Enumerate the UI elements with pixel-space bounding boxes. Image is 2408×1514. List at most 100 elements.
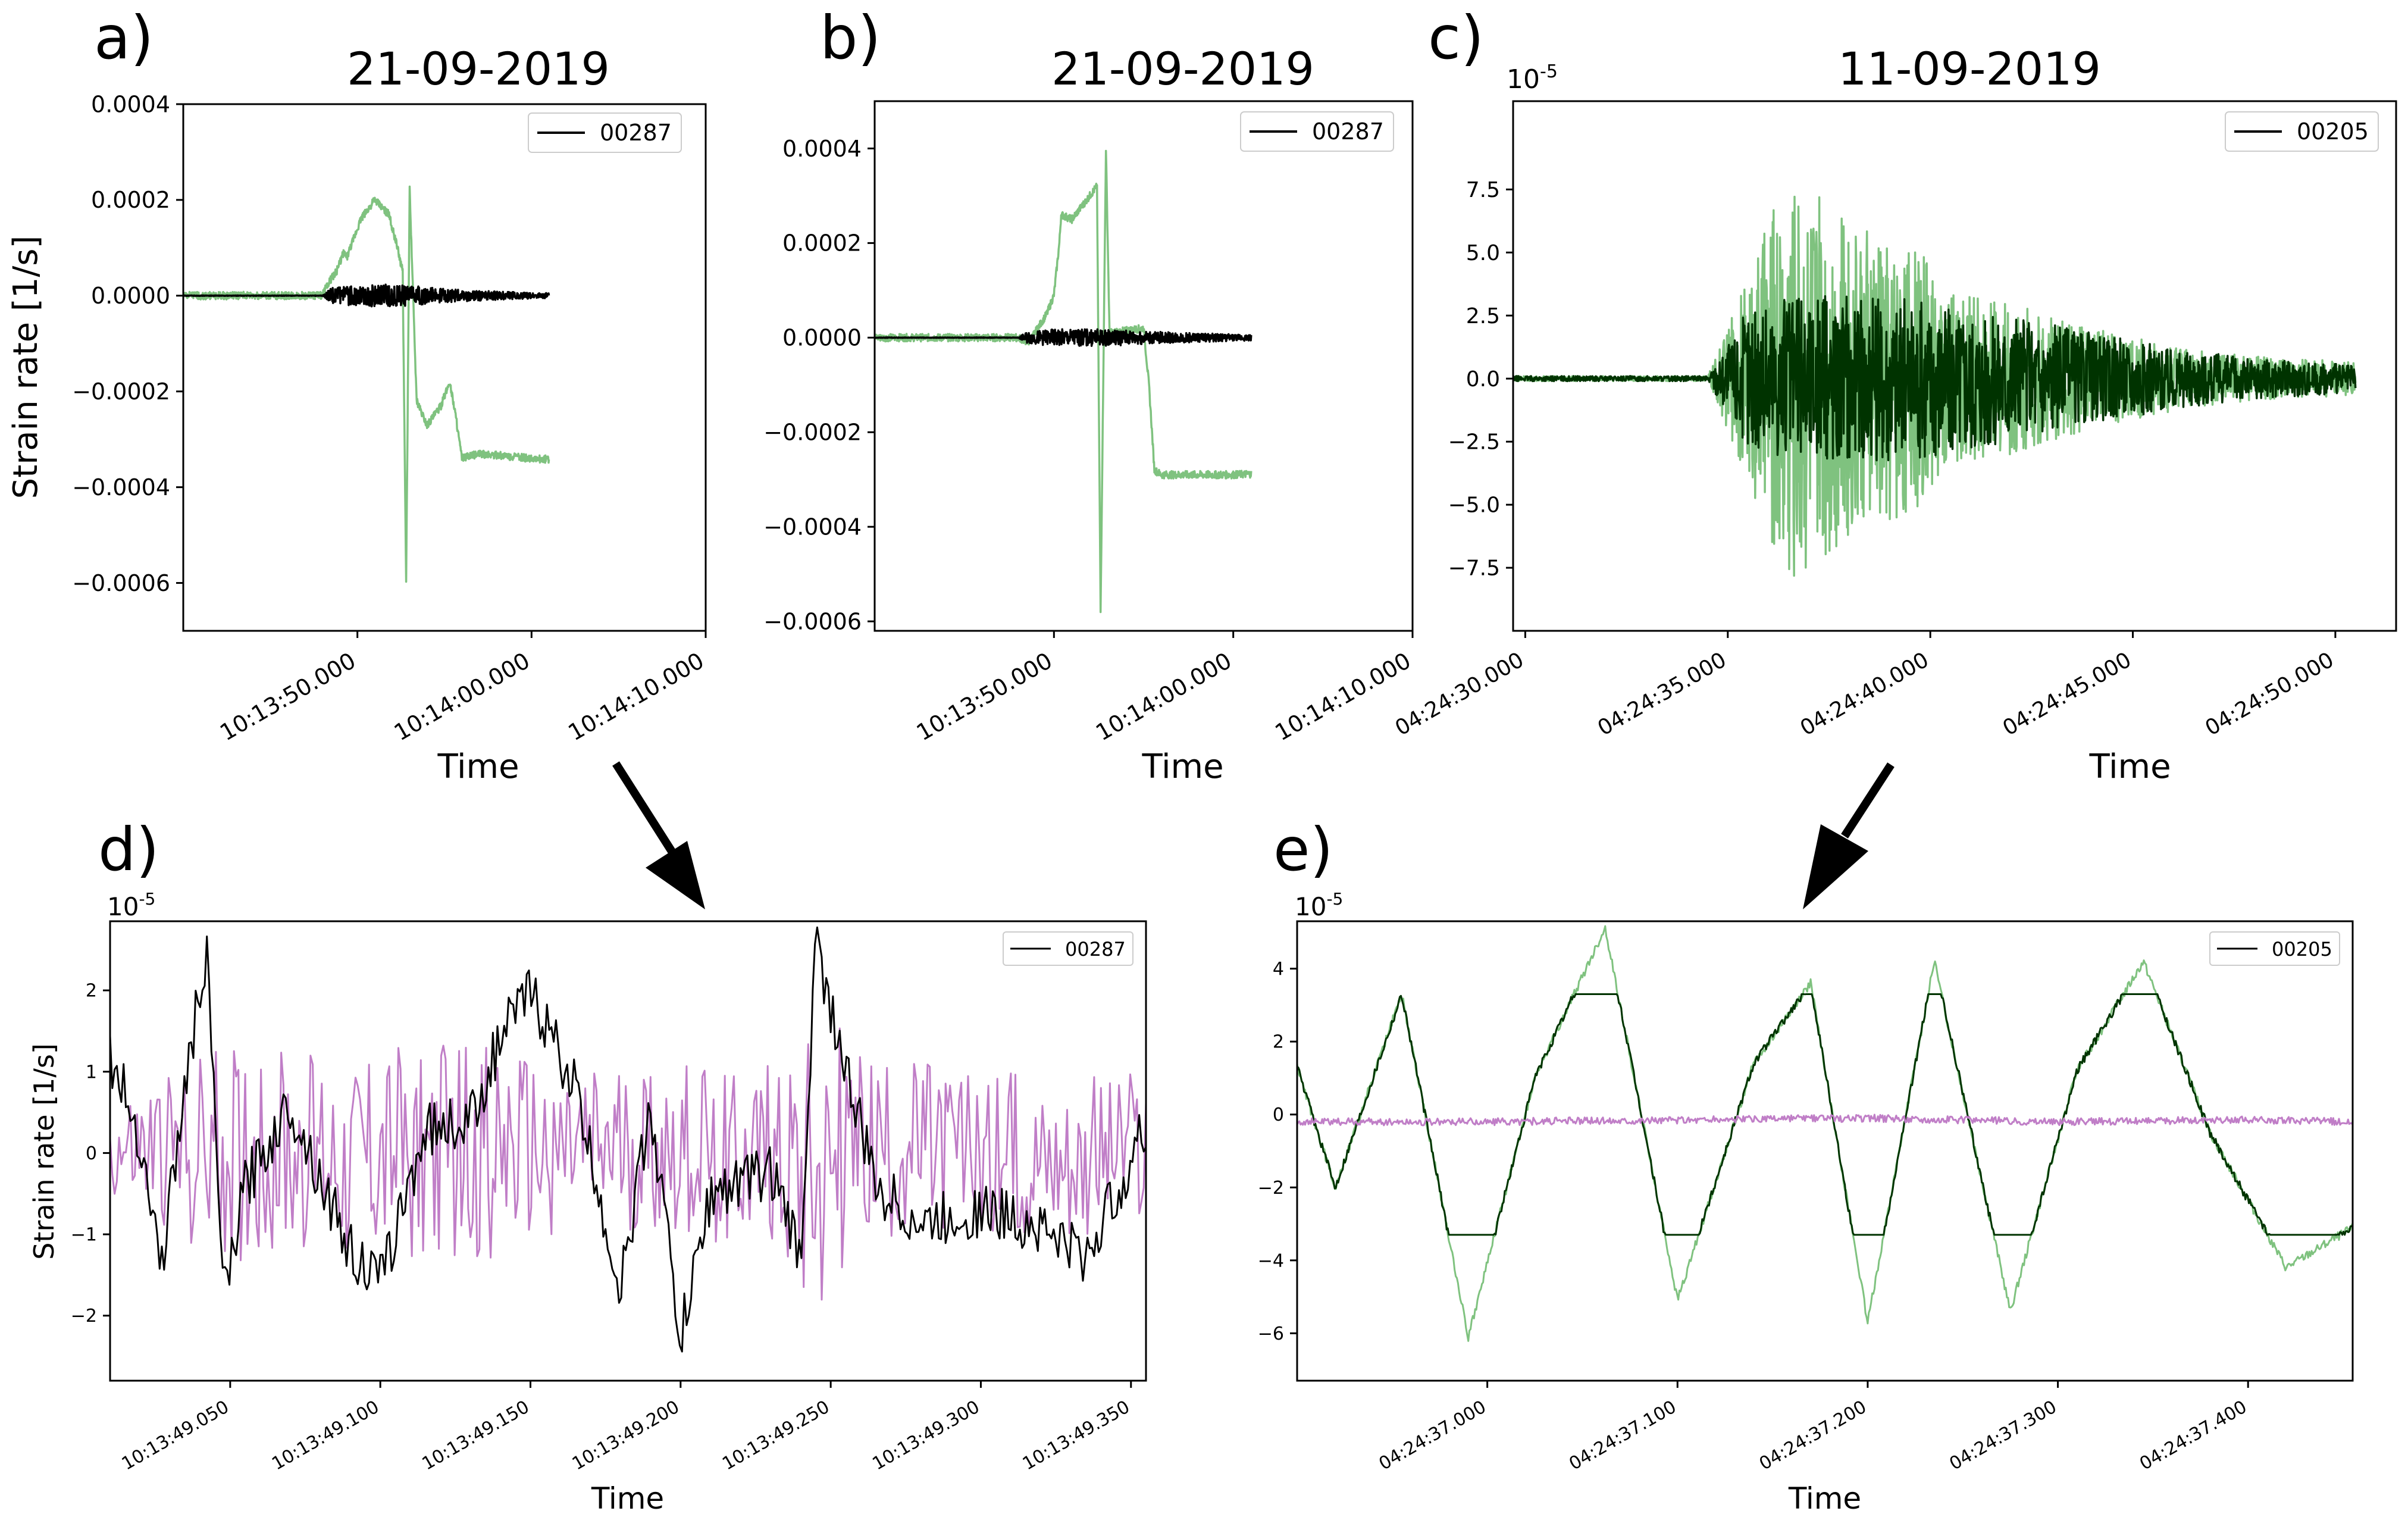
- panel-e-x-axis-label: Time: [1788, 1481, 1861, 1514]
- panel-b-series-green-trace: [875, 149, 1252, 614]
- panel-c-legend-box: [2225, 111, 2379, 152]
- panel-b-series-00287: [875, 328, 1252, 347]
- zoom-arrow-right-shaft: [1841, 762, 1895, 839]
- panel-c-title: 11-09-2019: [1838, 42, 2101, 95]
- panel-d-x-axis-label: Time: [591, 1481, 664, 1514]
- panel-a-plot-frame: [182, 103, 707, 632]
- panel-a-series-layer: [183, 185, 550, 583]
- panel-b-ytick-label: −0.0002: [763, 420, 862, 446]
- panel-b-legend: 00287: [1240, 111, 1394, 152]
- panel-d-series-00287: [110, 926, 1146, 1353]
- panel-e-xtick-label: 04:24:37.200: [1756, 1397, 1870, 1475]
- panel-d-exponent-power: -5: [139, 889, 155, 909]
- panel-e-legend-label: 00205: [2272, 938, 2332, 961]
- panel-b-xtick-label: 10:14:10.000: [1270, 647, 1415, 746]
- panel-a-ticks: 0.0004 0.0002 0.0000 −0.0002 −0.0004 −0.0006 1…: [72, 91, 708, 746]
- panel-a-xtick-label: 10:13:50.000: [215, 647, 360, 746]
- panel-c-x-axis-label: Time: [2088, 747, 2171, 786]
- panel-c: c) 11-09-2019 10-5 Time 7.5 5.0 2.5 0.0 −2.5…: [1391, 3, 2397, 786]
- panel-d-xtick-label: 10:13:49.100: [268, 1397, 383, 1475]
- panel-b-legend-label: 00287: [1312, 118, 1384, 145]
- panel-a-series-00287: [183, 283, 550, 308]
- panel-d-xtick-label: 10:13:49.150: [418, 1397, 533, 1475]
- panel-e-xtick-label: 04:24:37.400: [2136, 1397, 2250, 1475]
- panel-b-ticks: 0.0004 0.0002 0.0000 −0.0002 −0.0004 −0.0006 1…: [763, 136, 1415, 746]
- panel-c-ytick-label: −2.5: [1448, 430, 1500, 455]
- panel-a-ytick-label: 0.0000: [91, 283, 170, 309]
- panel-a-ytick-label: 0.0002: [91, 187, 170, 213]
- panel-d-ytick-label: 1: [86, 1062, 97, 1083]
- panel-c-exponent-power: -5: [1540, 61, 1558, 82]
- panel-e-legend-box: [2209, 931, 2340, 966]
- panel-e-ytick-label: −4: [1258, 1250, 1284, 1271]
- panel-b-ytick-label: −0.0004: [763, 514, 862, 540]
- panel-a-ytick-label: −0.0006: [72, 570, 170, 596]
- panel-a-legend-label: 00287: [600, 120, 672, 146]
- panel-b-ytick-label: −0.0006: [763, 608, 862, 634]
- panel-d-xtick-label: 10:13:49.350: [1019, 1397, 1133, 1475]
- panel-c-ytick-label: 5.0: [1466, 241, 1500, 265]
- panel-b-label: b): [820, 3, 881, 73]
- panel-e-ticks: 4 2 0 −2 −4 −6 04:24:37.000 04:24:37.100 04:24:3…: [1258, 959, 2250, 1475]
- panel-b: b) 21-09-2019 Time 0.0004 0.0002 0.0000 −0.…: [763, 3, 1415, 786]
- zoom-arrow-left-head: [646, 841, 705, 909]
- panel-a-ytick-label: 0.0004: [91, 91, 170, 117]
- panel-a-y-axis-label: Strain rate [1/s]: [7, 236, 45, 499]
- panel-d-legend-box: [1003, 931, 1133, 966]
- panel-c-legend: 00205: [2225, 111, 2379, 152]
- panel-d-legend: 00287: [1003, 931, 1133, 966]
- panel-e-ytick-label: −2: [1258, 1178, 1284, 1199]
- panel-d-label: d): [98, 815, 159, 884]
- panel-c-plot-frame: [1512, 100, 2397, 632]
- panel-e-exponent-label: 10-5: [1295, 889, 1343, 921]
- panel-e-xtick-label: 04:24:37.300: [1946, 1397, 2061, 1475]
- panel-e-ytick-label: 4: [1273, 959, 1284, 980]
- panel-c-exponent-base: 10: [1507, 64, 1540, 95]
- panel-c-xtick-label: 04:24:45.000: [1999, 647, 2135, 740]
- panel-a-label: a): [94, 3, 154, 73]
- panel-a-xtick-label: 10:14:10.000: [563, 647, 708, 746]
- panel-e-label: e): [1273, 815, 1333, 884]
- panel-d-ytick-label: −2: [71, 1306, 97, 1327]
- panel-c-ytick-label: −7.5: [1448, 556, 1500, 581]
- panel-a-legend-box: [528, 112, 682, 153]
- panel-e-exponent-base: 10: [1295, 892, 1326, 921]
- panel-b-legend-box: [1240, 111, 1394, 152]
- panel-d-series-purple-trace: [110, 1027, 1146, 1301]
- panel-b-x-axis-label: Time: [1141, 747, 1223, 786]
- panel-e-legend: 00205: [2209, 931, 2340, 966]
- panel-e-xtick-label: 04:24:37.100: [1565, 1397, 1680, 1475]
- panel-b-plot-frame: [873, 100, 1414, 632]
- panel-c-ytick-label: 2.5: [1466, 304, 1500, 329]
- panel-a-xtick-label: 10:14:00.000: [390, 647, 534, 746]
- panel-a-legend: 00287: [528, 112, 682, 153]
- panel-e-series-purple-trace: [1297, 1113, 2353, 1127]
- panel-b-ytick-label: 0.0002: [782, 230, 862, 256]
- panel-d-y-axis-label: Strain rate [1/s]: [28, 1043, 60, 1260]
- panel-d-series-layer: [110, 926, 1146, 1353]
- panel-b-ytick-label: 0.0000: [782, 325, 862, 351]
- panel-d-exponent-label: 10-5: [107, 889, 155, 921]
- panel-d-exponent-base: 10: [107, 892, 139, 921]
- panel-c-series-00205: [1513, 295, 2357, 462]
- panel-c-series-layer: [1513, 195, 2357, 577]
- panel-c-xtick-label: 04:24:35.000: [1593, 647, 1730, 740]
- panel-e-series-green-trace: [1297, 925, 2353, 1342]
- panel-a-ytick-label: −0.0004: [72, 474, 170, 501]
- panel-c-exponent-label: 10-5: [1507, 61, 1558, 95]
- panel-e-ytick-label: 2: [1273, 1032, 1284, 1053]
- panel-b-title: 21-09-2019: [1051, 42, 1314, 95]
- panel-c-label: c): [1428, 3, 1484, 73]
- zoom-arrow-left: [612, 761, 705, 909]
- panel-b-series-layer: [875, 149, 1252, 614]
- panel-c-xtick-label: 04:24:40.000: [1796, 647, 1933, 740]
- panel-e-exponent-power: -5: [1326, 889, 1343, 909]
- panel-d-ytick-label: −1: [71, 1225, 97, 1246]
- panel-d-xtick-label: 10:13:49.200: [569, 1397, 683, 1475]
- panel-d-ytick-label: 2: [86, 981, 97, 1002]
- panel-e-ytick-label: −6: [1258, 1324, 1284, 1344]
- zoom-arrow-left-shaft: [612, 761, 679, 859]
- panel-a-x-axis-label: Time: [437, 747, 519, 786]
- panel-d: d) 10-5 Strain rate [1/s] Time 210−1−210…: [28, 815, 1147, 1514]
